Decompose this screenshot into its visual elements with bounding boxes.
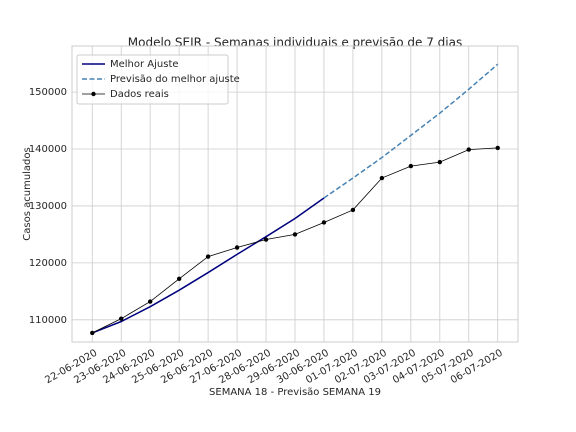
point	[495, 145, 500, 151]
point	[234, 245, 240, 250]
point	[321, 220, 327, 225]
y-axis-label: Casos acumulados	[22, 147, 33, 240]
point	[292, 232, 298, 237]
y-tick-label: 120000	[29, 258, 67, 269]
y-tick-label: 110000	[29, 315, 67, 326]
plot-frame	[71, 45, 519, 343]
point	[408, 163, 414, 169]
legend-box	[76, 54, 229, 105]
y-tick-label: 130000	[29, 201, 67, 212]
legend-label: Dados reais	[110, 89, 169, 100]
point	[263, 237, 269, 242]
y-tick-label: 140000	[29, 144, 67, 155]
legend-label: Melhor Ajuste	[110, 59, 179, 70]
point	[176, 276, 182, 282]
point	[119, 316, 124, 321]
legend-marker	[91, 91, 96, 97]
line	[91, 197, 325, 334]
x-axis-label: SEMANA 18 - Previsão SEMANA 19	[209, 387, 381, 398]
point	[90, 330, 95, 336]
point	[147, 299, 153, 304]
point	[379, 175, 385, 181]
point	[350, 207, 356, 213]
line	[323, 63, 499, 199]
legend-label: Previsão do melhor ajuste	[110, 74, 240, 85]
y-tick-label: 150000	[29, 87, 67, 98]
point	[466, 147, 471, 152]
point	[205, 254, 211, 259]
point	[437, 159, 443, 165]
